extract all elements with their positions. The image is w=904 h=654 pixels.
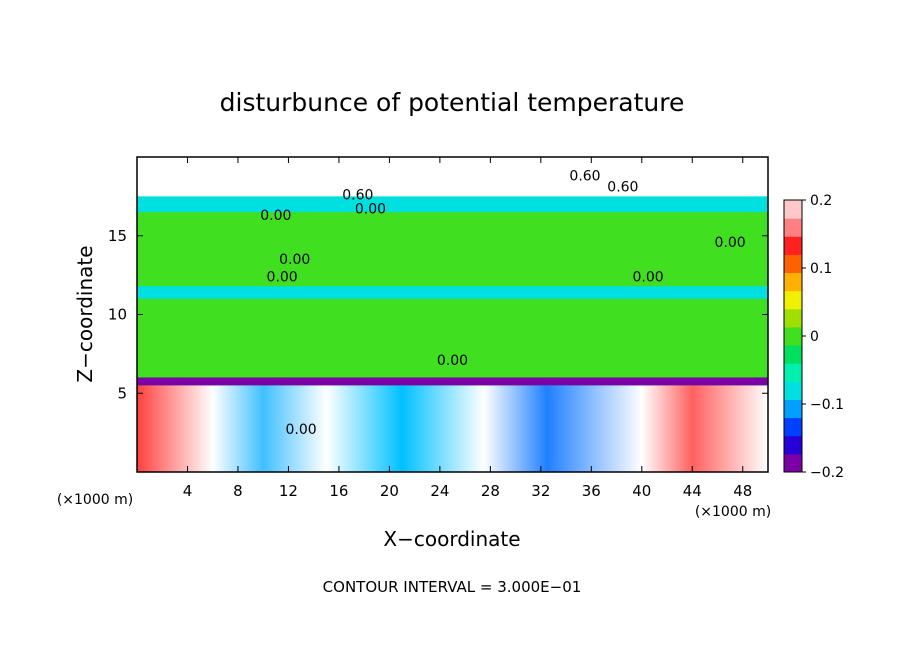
field-band-4	[137, 212, 768, 287]
contour-lines: 0.600.600.600.00 0.000.000.000.000.000.00…	[260, 169, 745, 439]
x-axis: 4 8 12 16 20 24 28 32 36 40 44 48	[183, 157, 752, 500]
x-unit-left: (×1000 m)	[57, 492, 133, 508]
x-tick-label: 48	[733, 482, 752, 500]
colorbar-tick-label: −0.1	[810, 397, 844, 413]
x-tick-label: 44	[683, 482, 702, 500]
field-band-5	[137, 196, 768, 213]
colorbar-swatch	[784, 254, 802, 274]
colorbar-swatch	[784, 308, 802, 328]
field-band-1	[137, 377, 768, 386]
contour-label: 0.60	[569, 169, 600, 185]
colorbar-swatch	[784, 363, 802, 382]
contour-interval: CONTOUR INTERVAL = 3.000E−01	[323, 578, 582, 596]
colorbar-swatch	[784, 200, 802, 219]
y-axis-label: Z−coordinate	[73, 245, 97, 382]
colorbar-swatch	[784, 218, 802, 237]
chart-title: disturbunce of potential temperature	[220, 88, 685, 117]
colorbar-swatch	[784, 381, 802, 400]
x-unit-right: (×1000 m)	[695, 504, 771, 520]
colorbar-tick-label: 0	[810, 329, 819, 345]
contour-label: 0.60	[342, 188, 373, 204]
contour-label: 0.00	[285, 422, 316, 438]
x-tick-label: 24	[430, 482, 449, 500]
plot-area	[137, 157, 768, 472]
contour-label: 0.00	[260, 208, 291, 224]
field-band-0	[137, 385, 768, 472]
x-tick-label: 4	[183, 482, 193, 500]
colorbar: 0.2 0.1 0 −0.1 −0.2	[783, 193, 844, 481]
y-axis: 5 10 15	[108, 227, 768, 402]
contour-label: 0.00	[279, 252, 310, 268]
y-tick-label: 15	[108, 227, 127, 245]
colorbar-tick-label: −0.2	[810, 465, 844, 481]
colorbar-swatch	[784, 453, 802, 473]
x-axis-label: X−coordinate	[383, 527, 520, 551]
colorbar-tick-label: 0.1	[810, 261, 832, 277]
contour-label: 0.00	[633, 269, 664, 285]
colorbar-swatch	[784, 435, 802, 455]
x-tick-label: 36	[582, 482, 601, 500]
colorbar-swatch	[784, 345, 802, 364]
x-tick-label: 12	[279, 482, 298, 500]
y-tick-label: 5	[117, 384, 127, 402]
colorbar-tick-label: 0.2	[810, 193, 832, 209]
colorbar-swatch	[784, 417, 802, 437]
field-band-2	[137, 298, 768, 378]
contour-label: 0.00	[355, 202, 386, 218]
contour-label: 0.60	[607, 180, 638, 196]
x-tick-label: 32	[531, 482, 550, 500]
x-tick-label: 20	[380, 482, 399, 500]
contour-label: 0.00	[715, 235, 746, 251]
x-tick-label: 40	[632, 482, 651, 500]
colorbar-swatch	[784, 290, 802, 310]
x-tick-label: 16	[329, 482, 348, 500]
colorbar-swatch	[784, 326, 802, 346]
y-tick-label: 10	[108, 306, 127, 324]
contour-label: 0.00	[267, 269, 298, 285]
x-tick-label: 8	[233, 482, 243, 500]
field-band-3	[137, 286, 768, 299]
x-tick-label: 28	[481, 482, 500, 500]
colorbar-swatch	[784, 399, 802, 419]
field-band-6	[137, 157, 768, 197]
contour-label: 0.00	[437, 353, 468, 369]
colorbar-swatch	[784, 236, 802, 255]
colorbar-swatch	[784, 272, 802, 292]
